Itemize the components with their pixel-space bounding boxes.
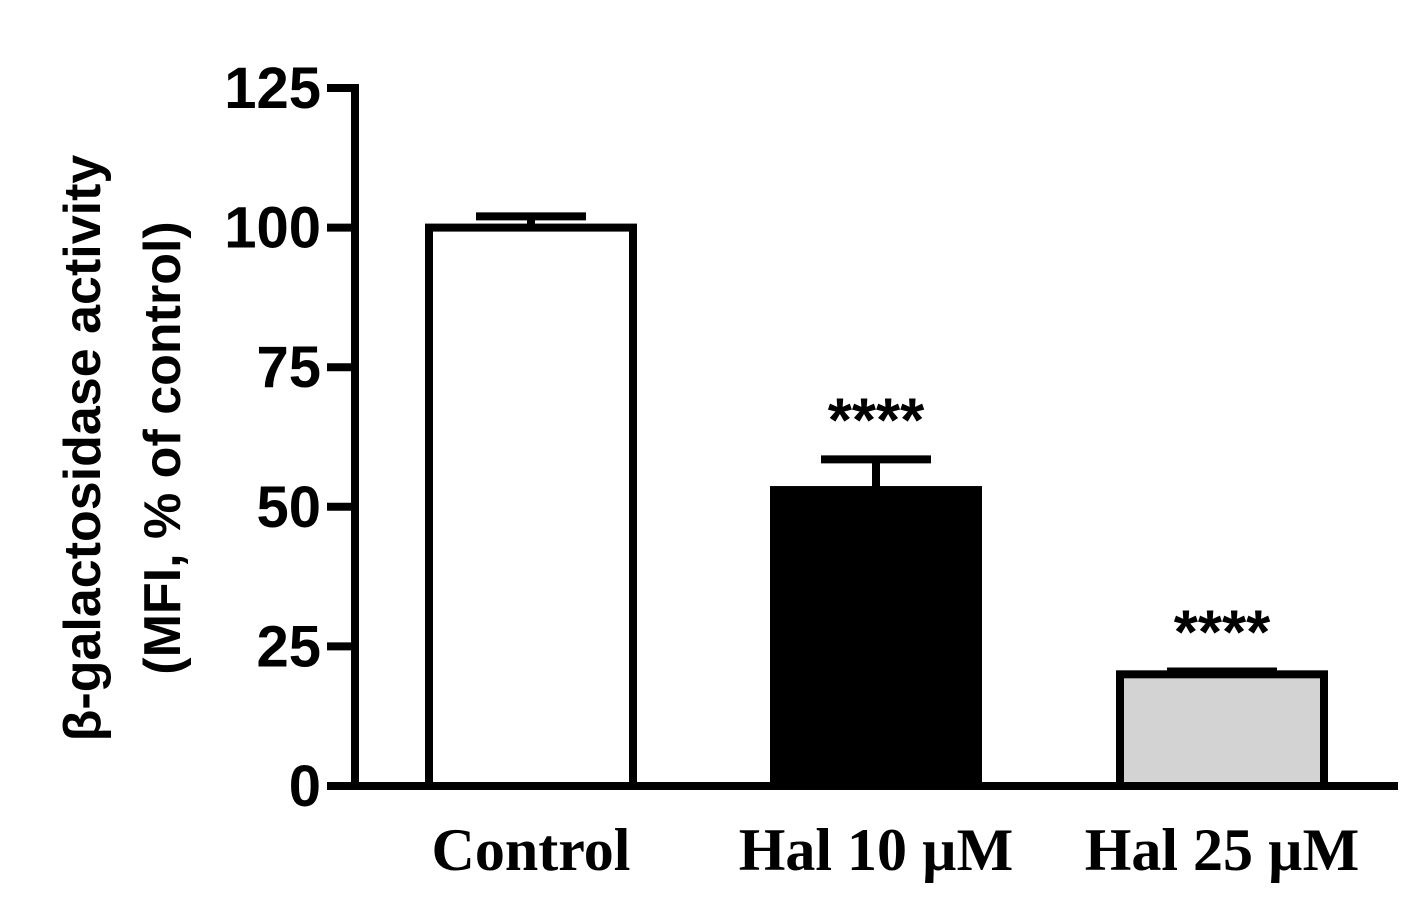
y-axis-title-line1: β-galactosidase activity [54, 155, 112, 742]
error-bars-group [476, 212, 1277, 676]
significance-label-3: **** [1174, 599, 1271, 668]
bar-3 [1116, 670, 1328, 791]
y-ticks-group: 0 25 50 75 100 125 [224, 56, 355, 819]
x-tick-label-2: Hal 10 µM [739, 817, 1014, 883]
y-tick-label-4: 75 [256, 335, 321, 400]
y-tick-label-3: 50 [256, 475, 321, 540]
x-tick-label-1: Control [432, 817, 631, 883]
y-axis-title: β-galactosidase activity (MFI, % of cont… [54, 155, 192, 742]
y-tick-label-1: 0 [289, 754, 321, 819]
axes-group [351, 84, 1398, 790]
y-tick-label-6: 125 [224, 56, 321, 121]
x-labels-group: Control Hal 10 µM Hal 25 µM [432, 817, 1360, 883]
y-tick-label-5: 100 [224, 196, 321, 261]
bar-2 [770, 486, 982, 790]
bar-1 [425, 223, 637, 791]
y-tick-label-2: 25 [256, 614, 321, 679]
significance-group: **** **** [828, 386, 1271, 667]
bars-group [425, 223, 1328, 791]
y-axis-title-line2: (MFI, % of control) [134, 221, 192, 674]
significance-label-2: **** [828, 386, 925, 455]
x-tick-label-3: Hal 25 µM [1085, 817, 1360, 883]
